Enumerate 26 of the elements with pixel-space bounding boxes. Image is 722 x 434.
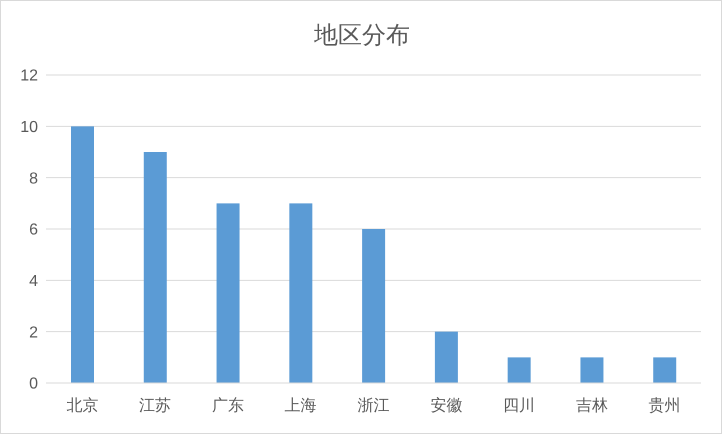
bar [508, 357, 531, 383]
bar [580, 357, 604, 383]
y-tick-label: 10 [20, 119, 38, 136]
x-tick-label: 江苏 [139, 396, 172, 414]
x-tick-label: 安徽 [430, 396, 462, 414]
y-tick-label: 4 [29, 273, 38, 290]
x-tick-label: 贵州 [648, 396, 681, 414]
x-tick-label: 北京 [66, 396, 98, 414]
bar [216, 203, 240, 383]
bar [289, 203, 312, 383]
bar [434, 332, 458, 383]
y-tick-label: 8 [29, 170, 38, 188]
x-tick-label: 吉林 [576, 396, 608, 414]
bar [362, 229, 386, 383]
x-tick-label: 上海 [284, 396, 317, 414]
bar [653, 357, 676, 383]
x-tick-label: 广东 [212, 396, 244, 414]
bar [144, 152, 167, 383]
y-tick-label: 6 [29, 222, 38, 239]
bar [71, 126, 94, 383]
chart-title: 地区分布 [313, 21, 411, 51]
y-tick-label: 0 [29, 376, 38, 393]
x-tick-label: 浙江 [358, 396, 390, 414]
y-tick-label: 2 [29, 324, 38, 342]
x-tick-label: 四川 [503, 396, 536, 414]
y-tick-label: 12 [20, 68, 38, 85]
